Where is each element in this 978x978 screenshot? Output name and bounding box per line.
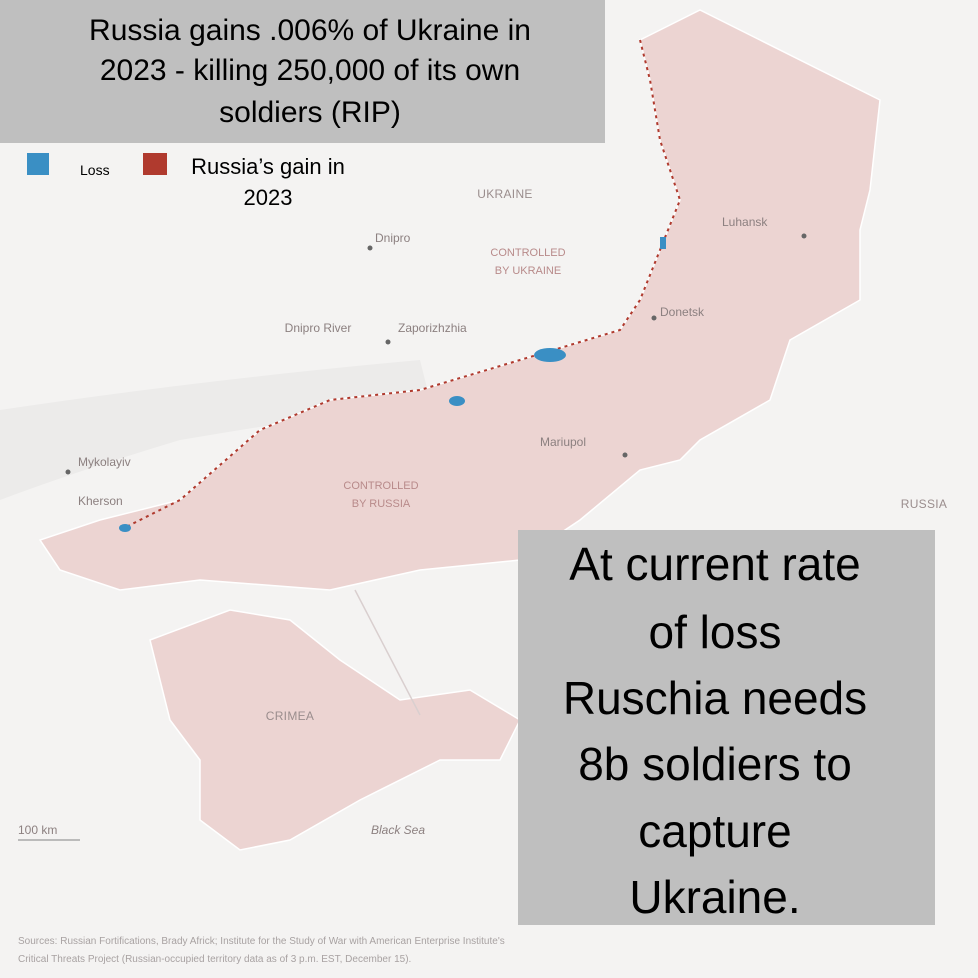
city-dot <box>385 339 391 345</box>
crimea-territory <box>149 609 521 851</box>
river-label: Dnipro River <box>285 321 352 335</box>
sea-label: Black Sea <box>371 823 425 837</box>
region-label: CONTROLLED <box>343 480 418 492</box>
source-line: Critical Threats Project (Russian-occupi… <box>18 954 411 965</box>
annotation-box <box>518 530 935 925</box>
annotation-line: 8b soldiers to <box>578 738 852 790</box>
annotation-line: At current rate <box>569 538 860 590</box>
region-label: CRIMEA <box>266 709 314 723</box>
annotation-line: of loss <box>649 606 782 658</box>
title-line: soldiers (RIP) <box>219 96 401 129</box>
occupied-territory <box>38 9 881 591</box>
city-dot <box>367 245 373 251</box>
city-label: Zaporizhzhia <box>398 321 467 335</box>
country-label: RUSSIA <box>901 497 947 511</box>
annotation-line: Ruschia needs <box>563 672 867 724</box>
annotation-line: capture <box>638 805 791 857</box>
city-label: Mykolayiv <box>78 455 131 469</box>
title-line: 2023 - killing 250,000 of its own <box>100 54 520 87</box>
loss-area <box>660 237 666 249</box>
loss-area <box>119 524 131 532</box>
city-dot <box>65 469 71 475</box>
source-line: Sources: Russian Fortifications, Brady A… <box>18 936 505 947</box>
region-label: BY UKRAINE <box>495 265 561 277</box>
legend-swatch-gain <box>143 153 167 175</box>
loss-area <box>449 396 465 406</box>
title-box <box>0 0 605 143</box>
front-line <box>119 39 682 531</box>
legend-gain: Russia’s gain in <box>191 154 345 179</box>
legend-swatch-loss <box>27 153 49 175</box>
country-label: UKRAINE <box>477 187 532 201</box>
legend-gain: 2023 <box>244 185 293 210</box>
scale-label: 100 km <box>18 823 57 837</box>
legend-loss: Loss <box>80 162 110 178</box>
land-shade <box>0 360 430 500</box>
region-label: CONTROLLED <box>490 247 565 259</box>
annotation-line: Ukraine. <box>629 871 800 923</box>
city-label: Kherson <box>78 494 123 508</box>
city-label: Mariupol <box>540 435 586 449</box>
bridge <box>354 589 421 716</box>
city-label: Luhansk <box>722 215 768 229</box>
region-label: BY RUSSIA <box>352 498 411 510</box>
city-label: Donetsk <box>660 305 705 319</box>
city-dot <box>651 315 657 321</box>
title-line: Russia gains .006% of Ukraine in <box>89 14 531 47</box>
city-dot <box>801 233 807 239</box>
city-dot <box>622 452 628 458</box>
city-label: Dnipro <box>375 231 411 245</box>
loss-area <box>534 348 566 362</box>
